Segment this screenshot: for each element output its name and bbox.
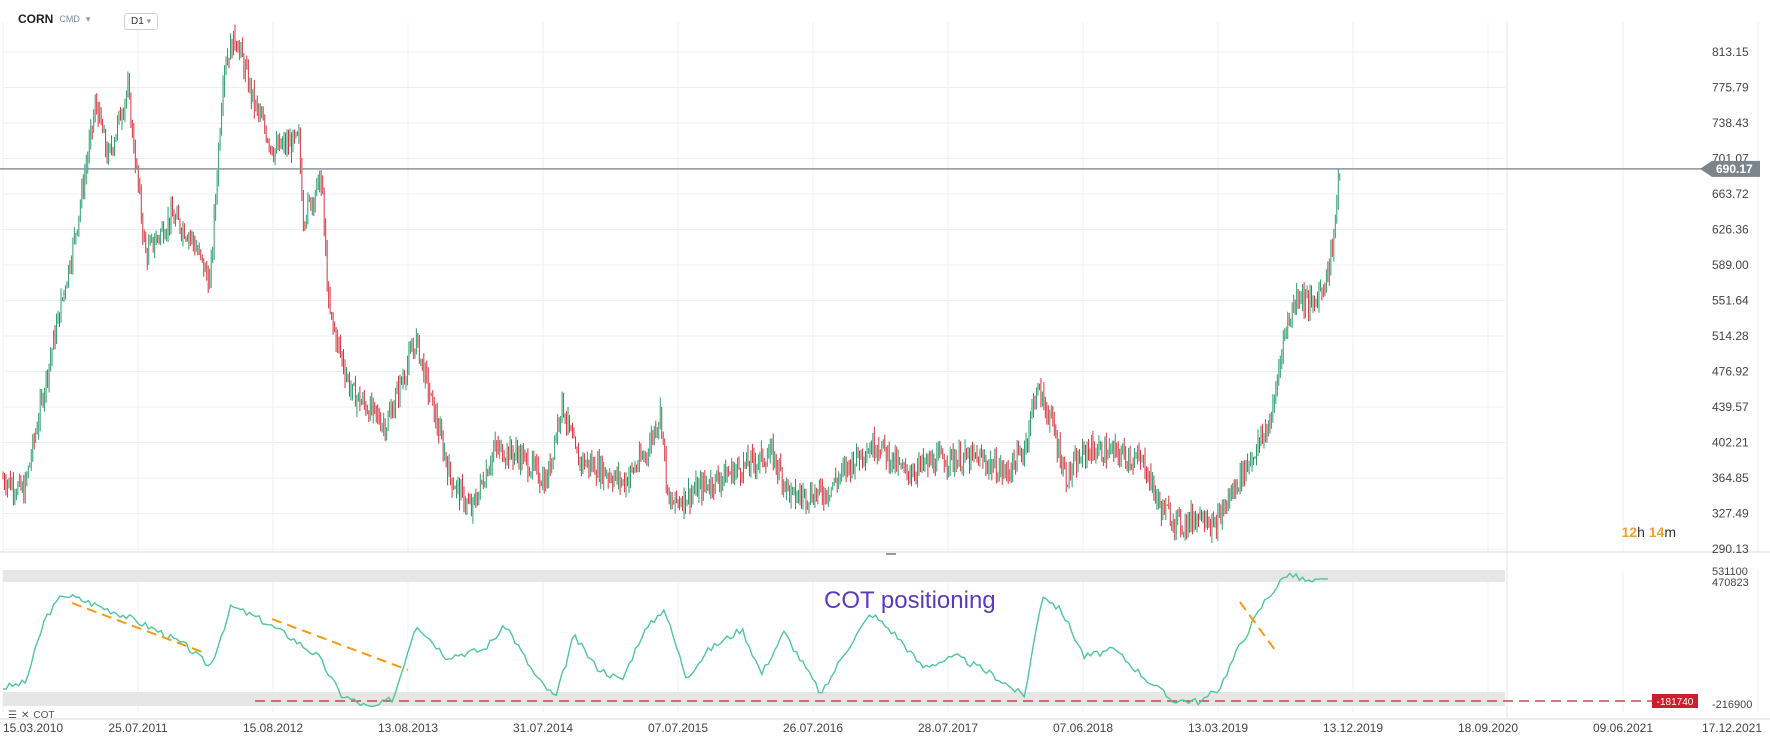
timer-m: m bbox=[1664, 524, 1676, 540]
cot-annotation: COT positioning bbox=[824, 587, 996, 614]
time-tick-label: 17.12.2021 bbox=[1702, 721, 1762, 735]
price-tick-label: 514.28 bbox=[1712, 329, 1749, 343]
low-band bbox=[3, 692, 1505, 706]
trend-line bbox=[271, 618, 409, 671]
cot-line bbox=[2, 572, 1328, 708]
price-tick-label: 439.57 bbox=[1712, 400, 1749, 414]
chevron-down-icon[interactable]: ▾ bbox=[146, 16, 152, 26]
close-icon[interactable]: ✕ bbox=[20, 710, 30, 721]
high-band bbox=[3, 570, 1505, 582]
time-tick-label: 13.03.2019 bbox=[1188, 721, 1248, 735]
time-tick-label: 31.07.2014 bbox=[513, 721, 573, 735]
timer-hours: 12 bbox=[1621, 524, 1638, 540]
time-tick-label: 13.12.2019 bbox=[1323, 721, 1383, 735]
timeframe-select[interactable]: D1 ▾ bbox=[124, 13, 159, 30]
time-tick-label: 26.07.2016 bbox=[783, 721, 843, 735]
current-price-line: 690.17 bbox=[0, 160, 1760, 177]
time-tick-label: 25.07.2011 bbox=[108, 721, 167, 735]
price-tick-label: 626.36 bbox=[1712, 222, 1749, 236]
cot-level-tag bbox=[1652, 694, 1698, 708]
price-tick-label: 663.72 bbox=[1712, 187, 1749, 201]
time-tick-label: 28.07.2017 bbox=[918, 721, 978, 735]
candlestick-series bbox=[2, 24, 1341, 544]
time-axis: 15.03.2010 25.07.2011 15.08.2012 13.08.2013… bbox=[3, 721, 1762, 735]
price-axis: 813.15775.79738.43701.07663.72626.36589.… bbox=[1712, 45, 1749, 556]
current-price-tag bbox=[1700, 160, 1760, 177]
time-tick-label: 09.06.2021 bbox=[1593, 721, 1653, 735]
current-price-value: 690.17 bbox=[1716, 162, 1753, 176]
price-grid bbox=[0, 22, 1770, 720]
price-tick-label: 364.85 bbox=[1712, 471, 1749, 485]
time-tick-label: 13.08.2013 bbox=[378, 721, 438, 735]
time-tick-label: 07.07.2015 bbox=[648, 721, 708, 735]
symbol-header[interactable]: CORN CMD ▾ bbox=[18, 12, 90, 26]
cot-tick-label: -216900 bbox=[1712, 699, 1752, 711]
cot-level-value: -181740 bbox=[1657, 697, 1694, 708]
price-tick-label: 476.92 bbox=[1712, 365, 1749, 379]
price-tick-label: 402.21 bbox=[1712, 435, 1749, 449]
timer-h: h bbox=[1637, 524, 1645, 540]
price-tick-label: 589.00 bbox=[1712, 258, 1749, 272]
price-tick-label: 327.49 bbox=[1712, 506, 1749, 520]
candle-countdown: 12h 14m bbox=[1621, 524, 1676, 540]
price-tick-label: 290.13 bbox=[1712, 542, 1749, 556]
category-label: CMD bbox=[59, 14, 80, 24]
time-tick-label: 15.08.2012 bbox=[243, 721, 303, 735]
price-tick-label: 738.43 bbox=[1712, 116, 1749, 130]
price-tick-label: 813.15 bbox=[1712, 45, 1749, 59]
indicator-name: COT bbox=[33, 710, 55, 721]
time-tick-label: 18.09.2020 bbox=[1458, 721, 1518, 735]
time-tick-label: 07.06.2018 bbox=[1053, 721, 1113, 735]
price-tick-label: 551.64 bbox=[1712, 294, 1749, 308]
timeframe-value: D1 bbox=[131, 16, 144, 27]
timer-minutes: 14 bbox=[1648, 524, 1665, 540]
price-tick-label: 775.79 bbox=[1712, 81, 1749, 95]
cot-tick-label: 470823 bbox=[1712, 577, 1749, 589]
cot-tick-label: 531100 bbox=[1712, 566, 1748, 578]
settings-icon[interactable]: ☰ bbox=[8, 710, 17, 721]
trend-line bbox=[1239, 601, 1276, 651]
indicator-legend: ☰ ✕ COT bbox=[8, 710, 54, 721]
symbol-label[interactable]: CORN bbox=[18, 12, 54, 26]
chevron-down-icon[interactable]: ▾ bbox=[85, 13, 91, 24]
time-tick-label: 15.03.2010 bbox=[3, 721, 63, 735]
trend-line bbox=[71, 602, 206, 654]
